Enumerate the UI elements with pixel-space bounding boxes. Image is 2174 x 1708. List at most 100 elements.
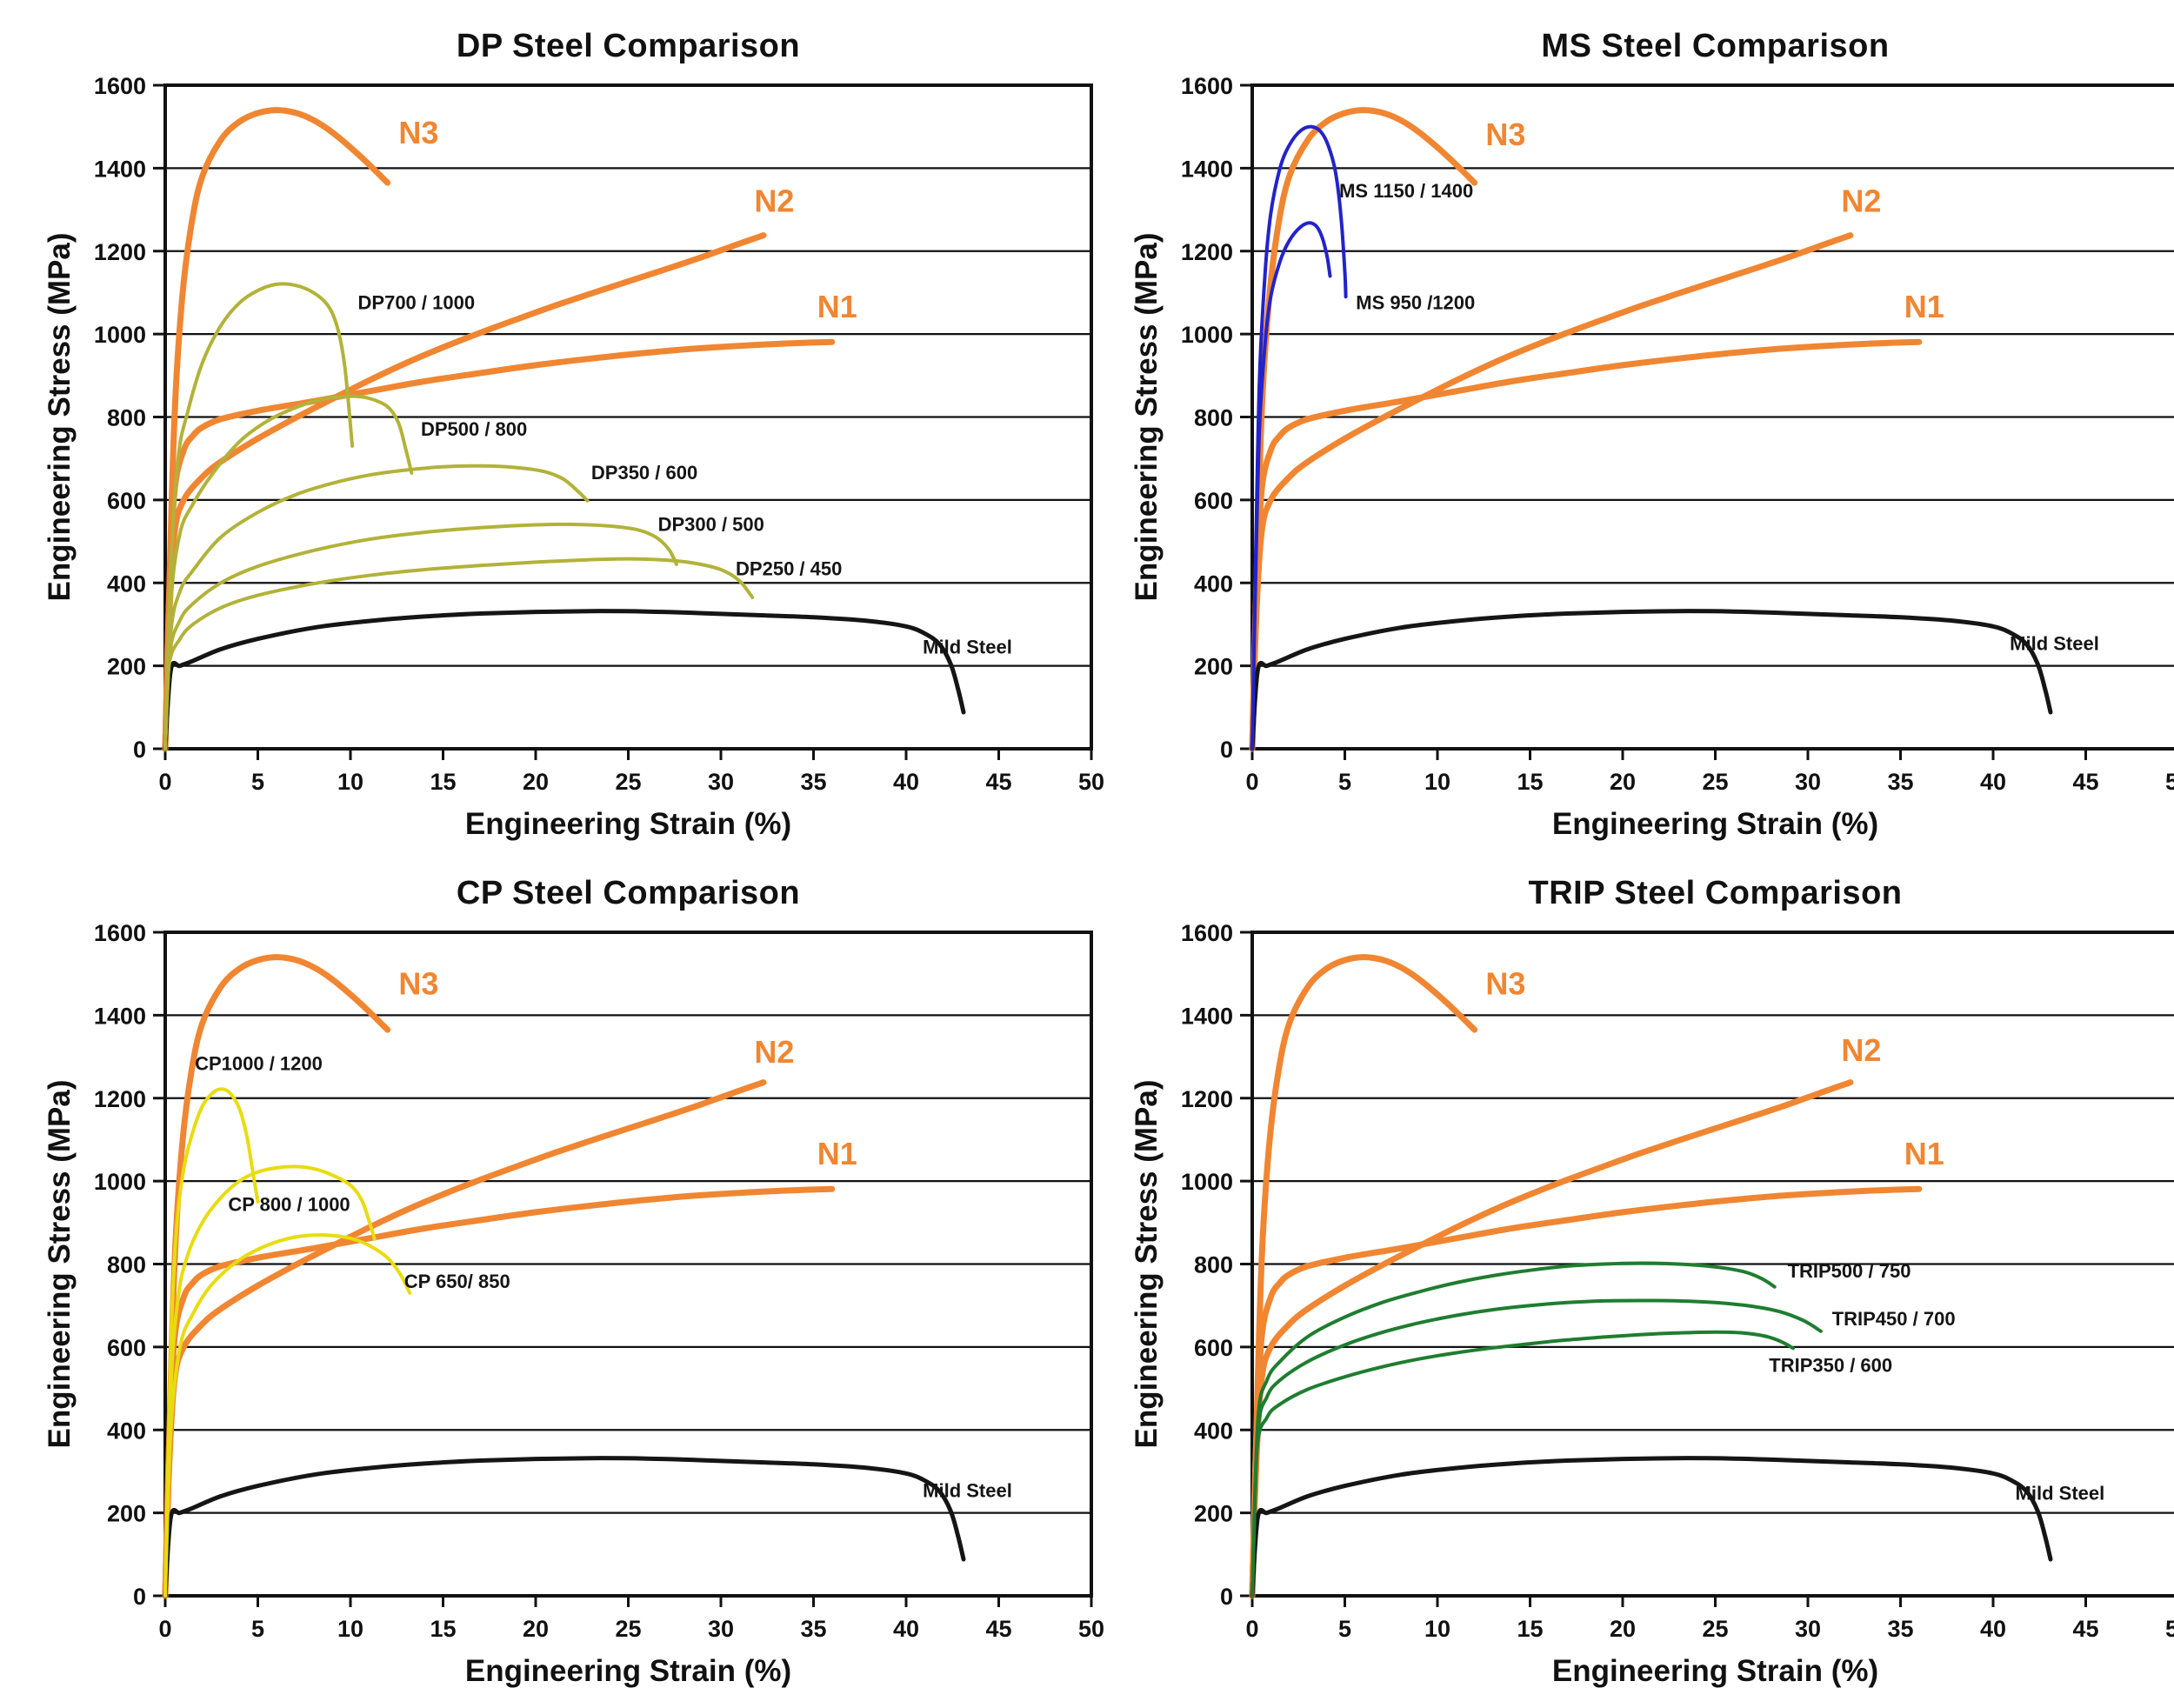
- svg-text:20: 20: [1610, 769, 1636, 795]
- svg-text:CP1000 / 1200: CP1000 / 1200: [195, 1052, 323, 1074]
- svg-text:15: 15: [1517, 1616, 1543, 1642]
- svg-text:25: 25: [1702, 1616, 1728, 1642]
- svg-text:15: 15: [430, 1616, 456, 1642]
- svg-text:N1: N1: [1904, 289, 1944, 324]
- svg-text:DP250 / 450: DP250 / 450: [736, 558, 842, 580]
- svg-text:50: 50: [1078, 1616, 1104, 1642]
- svg-text:800: 800: [1194, 405, 1233, 431]
- svg-text:800: 800: [107, 1252, 146, 1278]
- svg-text:N2: N2: [754, 183, 794, 218]
- svg-text:50: 50: [1078, 769, 1104, 795]
- svg-text:45: 45: [2072, 1616, 2098, 1642]
- svg-text:800: 800: [1194, 1252, 1233, 1278]
- svg-text:DP300 / 500: DP300 / 500: [658, 514, 764, 536]
- svg-text:N2: N2: [754, 1034, 794, 1070]
- svg-text:N1: N1: [817, 1136, 857, 1171]
- svg-text:TRIP500 / 750: TRIP500 / 750: [1788, 1260, 1911, 1282]
- svg-text:Engineering Stress (MPa): Engineering Stress (MPa): [43, 233, 77, 602]
- svg-text:1000: 1000: [94, 1169, 146, 1195]
- svg-text:5: 5: [251, 769, 264, 795]
- svg-text:15: 15: [430, 769, 456, 795]
- chart-plot-cp: 0 200 400 600 800 1000 1200 1400 1600 0 5 10 15 20 25 3…: [43, 920, 1104, 1688]
- svg-text:1000: 1000: [94, 322, 146, 348]
- svg-text:5: 5: [1338, 1616, 1351, 1642]
- svg-text:200: 200: [107, 654, 146, 680]
- chart-plot-ms: 0 200 400 600 800 1000 1200 1400 1600 0 5 10 15 20 25 3…: [1130, 73, 2174, 841]
- svg-text:N2: N2: [1841, 183, 1881, 218]
- chart-trip-steel: TRIP Steel Comparison 0 200 400 600 800 1000 1…: [1122, 861, 2174, 1708]
- svg-text:400: 400: [1194, 1418, 1233, 1444]
- svg-text:600: 600: [107, 488, 146, 514]
- chart-cp-steel: CP Steel Comparison 0 200 400 600 800 1000 120…: [35, 861, 1122, 1708]
- svg-text:TRIP350 / 600: TRIP350 / 600: [1769, 1354, 1892, 1376]
- svg-text:1600: 1600: [94, 73, 146, 99]
- svg-text:25: 25: [615, 1616, 641, 1642]
- svg-text:20: 20: [1610, 1616, 1636, 1642]
- svg-text:1600: 1600: [1181, 73, 1233, 99]
- svg-text:Engineering Strain (%): Engineering Strain (%): [465, 807, 791, 841]
- svg-text:Mild Steel: Mild Steel: [923, 1480, 1012, 1502]
- svg-text:Engineering Strain (%): Engineering Strain (%): [465, 1654, 791, 1688]
- svg-text:1000: 1000: [1181, 1169, 1233, 1195]
- svg-text:30: 30: [708, 769, 734, 795]
- svg-text:0: 0: [133, 1584, 146, 1610]
- svg-text:400: 400: [1194, 570, 1233, 597]
- svg-text:Engineering Stress (MPa): Engineering Stress (MPa): [1130, 233, 1164, 602]
- chart-title-trip: TRIP Steel Comparison: [1528, 875, 1903, 911]
- svg-text:N3: N3: [1485, 966, 1525, 1002]
- svg-text:45: 45: [985, 1616, 1011, 1642]
- chart-ms-steel: MS Steel Comparison 0 200 400 600 800 1000 120…: [1122, 14, 2174, 861]
- svg-text:1600: 1600: [1181, 920, 1233, 946]
- svg-text:CP 650/ 850: CP 650/ 850: [404, 1271, 510, 1292]
- svg-text:35: 35: [1887, 1616, 1913, 1642]
- svg-text:10: 10: [337, 769, 363, 795]
- svg-text:Engineering Stress (MPa): Engineering Stress (MPa): [43, 1080, 77, 1449]
- svg-text:5: 5: [251, 1616, 264, 1642]
- svg-text:25: 25: [615, 769, 641, 795]
- svg-text:1400: 1400: [1181, 156, 1233, 182]
- svg-text:1000: 1000: [1181, 322, 1233, 348]
- svg-text:40: 40: [893, 769, 919, 795]
- svg-text:DP350 / 600: DP350 / 600: [591, 462, 697, 484]
- svg-text:10: 10: [337, 1616, 363, 1642]
- svg-text:35: 35: [800, 1616, 826, 1642]
- chart-title-cp: CP Steel Comparison: [456, 875, 801, 911]
- svg-text:N3: N3: [398, 966, 438, 1002]
- svg-text:10: 10: [1424, 769, 1450, 795]
- svg-text:400: 400: [107, 1418, 146, 1444]
- svg-text:N1: N1: [1904, 1136, 1944, 1171]
- svg-text:Mild Steel: Mild Steel: [2010, 633, 2099, 655]
- svg-text:0: 0: [1245, 1616, 1258, 1642]
- svg-text:1200: 1200: [94, 1086, 146, 1112]
- svg-text:Mild Steel: Mild Steel: [923, 636, 1012, 657]
- svg-text:0: 0: [158, 1616, 171, 1642]
- chart-plot-trip: 0 200 400 600 800 1000 1200 1400 1600 0 5 10 15 20 25 3…: [1130, 920, 2174, 1688]
- svg-text:1600: 1600: [94, 920, 146, 946]
- svg-text:1200: 1200: [1181, 239, 1233, 265]
- svg-text:1400: 1400: [94, 156, 146, 182]
- svg-text:25: 25: [1702, 769, 1728, 795]
- svg-text:DP500 / 800: DP500 / 800: [421, 418, 527, 440]
- svg-text:Engineering Stress (MPa): Engineering Stress (MPa): [1130, 1080, 1164, 1449]
- svg-text:N3: N3: [398, 115, 438, 150]
- svg-text:N1: N1: [817, 289, 857, 324]
- svg-text:1400: 1400: [94, 1003, 146, 1029]
- svg-text:50: 50: [2165, 769, 2174, 795]
- svg-text:50: 50: [2165, 1616, 2174, 1642]
- svg-text:Engineering Strain (%): Engineering Strain (%): [1552, 807, 1878, 841]
- svg-text:30: 30: [708, 1616, 734, 1642]
- svg-text:N2: N2: [1841, 1032, 1881, 1068]
- svg-text:20: 20: [523, 1616, 549, 1642]
- svg-text:10: 10: [1424, 1616, 1450, 1642]
- svg-text:800: 800: [107, 405, 146, 431]
- svg-text:5: 5: [1338, 769, 1351, 795]
- svg-text:MS 1150 / 1400: MS 1150 / 1400: [1339, 180, 1473, 202]
- svg-text:35: 35: [800, 769, 826, 795]
- svg-text:Engineering Strain (%): Engineering Strain (%): [1552, 1654, 1878, 1688]
- svg-text:1200: 1200: [94, 239, 146, 265]
- chart-title-ms: MS Steel Comparison: [1541, 28, 1890, 64]
- svg-text:TRIP450 / 700: TRIP450 / 700: [1832, 1308, 1956, 1330]
- svg-text:1400: 1400: [1181, 1003, 1233, 1029]
- svg-text:DP700 / 1000: DP700 / 1000: [358, 292, 476, 314]
